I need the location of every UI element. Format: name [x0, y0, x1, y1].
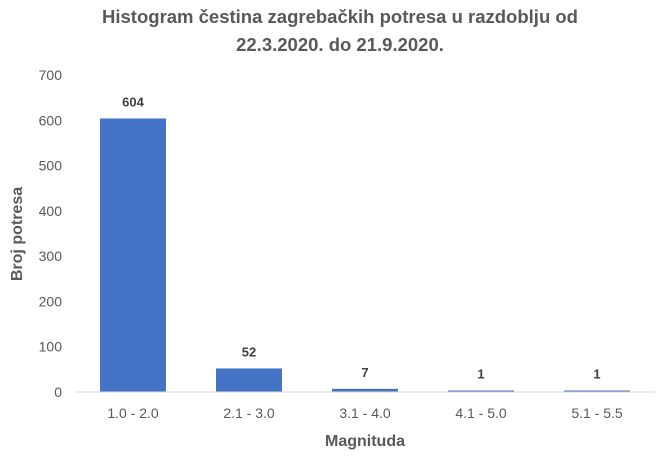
chart-title-line2: 22.3.2020. do 21.9.2020.	[236, 34, 444, 55]
bar	[216, 368, 282, 392]
chart-title-line1: Histogram čestina zagrebačkih potresa u …	[102, 6, 578, 27]
y-tick-label: 100	[39, 339, 63, 355]
x-axis-ticks: 1.0 - 2.0 2.1 - 3.0 3.1 - 4.0 4.1 - 5.0 5.1 …	[107, 405, 623, 421]
y-axis-title: Broj potresa	[9, 187, 26, 281]
y-tick-label: 700	[39, 67, 63, 83]
bar-data-label: 7	[361, 365, 368, 380]
y-tick-label: 500	[39, 158, 63, 174]
x-tick-label: 1.0 - 2.0	[107, 405, 159, 421]
y-tick-label: 200	[39, 293, 63, 309]
x-tick-label: 5.1 - 5.5	[571, 405, 623, 421]
x-tick-label: 3.1 - 4.0	[339, 405, 391, 421]
y-axis-ticks: 0 100 200 300 400 500 600 700	[39, 67, 63, 400]
y-tick-label: 300	[39, 248, 63, 264]
y-tick-label: 400	[39, 203, 63, 219]
bar-data-label: 604	[122, 94, 144, 109]
y-tick-label: 0	[54, 384, 62, 400]
x-tick-label: 2.1 - 3.0	[223, 405, 275, 421]
bar	[100, 118, 166, 392]
bar	[448, 390, 514, 392]
bars-group: 604 52 7 1 1	[100, 94, 630, 392]
x-axis-title: Magnituda	[325, 433, 405, 450]
bar-data-label: 52	[242, 344, 256, 359]
y-tick-label: 600	[39, 112, 63, 128]
x-tick-label: 4.1 - 5.0	[455, 405, 507, 421]
chart-title: Histogram čestina zagrebačkih potresa u …	[102, 6, 578, 55]
bar-data-label: 1	[477, 367, 484, 382]
bar-data-label: 1	[593, 367, 600, 382]
bar	[564, 390, 630, 392]
bar	[332, 388, 398, 392]
